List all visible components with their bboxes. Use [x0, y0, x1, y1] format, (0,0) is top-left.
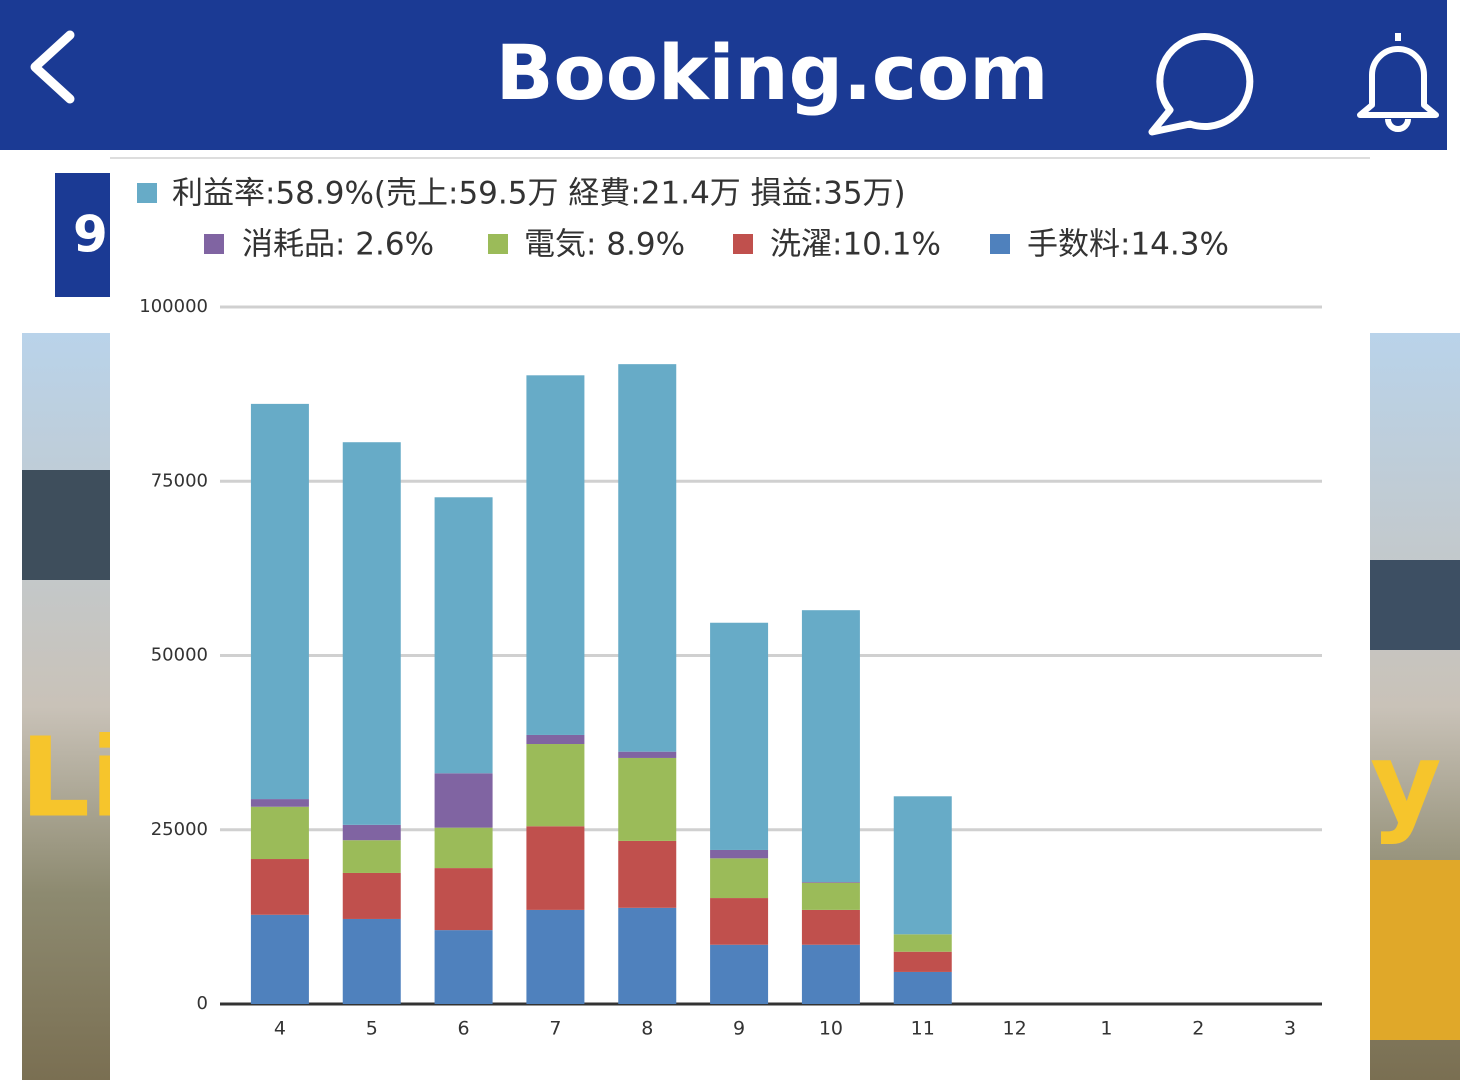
bar-segment — [342, 824, 401, 841]
bar-segment — [710, 858, 769, 899]
overlay-text: y — [1370, 718, 1442, 846]
y-tick-label: 75000 — [151, 470, 208, 491]
legend-label: 電気: 8.9% — [524, 227, 685, 263]
bar-segment — [801, 610, 860, 883]
bar-segment — [250, 799, 309, 807]
y-tick-label: 100000 — [139, 296, 208, 317]
bar-segment — [893, 971, 952, 1004]
y-tick-label: 25000 — [151, 819, 208, 840]
legend-label: 利益率:58.9%(売上:59.5万 経費:21.4万 損益:35万) — [172, 176, 906, 212]
badge-text: 9 — [73, 206, 108, 264]
bar-segment — [893, 796, 952, 935]
x-tick-label: 8 — [641, 1018, 653, 1040]
legend-swatch — [733, 234, 753, 254]
bar-segment — [801, 909, 860, 945]
bar-segment — [801, 882, 860, 910]
x-tick-label: 11 — [911, 1018, 935, 1040]
bar-segment — [434, 773, 493, 828]
overlay-text: Li — [20, 713, 128, 841]
x-tick-label: 9 — [733, 1018, 745, 1040]
x-tick-label: 7 — [549, 1018, 561, 1040]
bar-segment — [526, 826, 585, 910]
chart: 利益率:58.9%(売上:59.5万 経費:21.4万 損益:35万) 消耗品: … — [137, 176, 1322, 1040]
bar-segment — [526, 734, 585, 745]
bar-segment — [434, 868, 493, 931]
bar-segment — [342, 918, 401, 1004]
legend-swatch — [204, 234, 224, 254]
bar-segment — [893, 951, 952, 972]
bar-segment — [710, 849, 769, 859]
bar-segment — [342, 872, 401, 919]
x-tick-label: 3 — [1284, 1018, 1296, 1040]
bar-segment — [801, 882, 860, 883]
legend-label: 手数料:14.3% — [1027, 227, 1229, 263]
legend-swatch — [990, 234, 1010, 254]
bar-segment — [710, 622, 769, 850]
bar-segment — [710, 898, 769, 945]
legend-swatch — [137, 183, 157, 203]
bar-segment — [250, 403, 309, 800]
bar-segment — [526, 909, 585, 1004]
roof — [1370, 560, 1460, 650]
bar-segment — [618, 364, 677, 752]
bar-segment — [342, 840, 401, 873]
bar-segment — [434, 827, 493, 869]
chat-icon[interactable] — [1148, 33, 1254, 136]
bar-segment — [710, 944, 769, 1004]
bar-segment — [526, 744, 585, 827]
bar-segment — [618, 840, 677, 908]
bar-segment — [893, 934, 952, 952]
bar-segment — [801, 944, 860, 1004]
bar-segment — [250, 859, 309, 915]
bar-segment — [618, 907, 677, 1004]
legend-label: 洗濯:10.1% — [770, 227, 941, 263]
x-tick-label: 6 — [458, 1018, 470, 1040]
badge — [55, 173, 115, 297]
legend-swatch — [488, 234, 508, 254]
bar-segment — [526, 375, 585, 735]
x-tick-label: 5 — [366, 1018, 378, 1040]
bar-segment — [342, 442, 401, 825]
roof — [22, 470, 110, 580]
x-tick-label: 12 — [1002, 1018, 1026, 1040]
x-tick-label: 1 — [1100, 1018, 1112, 1040]
x-tick-label: 2 — [1192, 1018, 1204, 1040]
x-tick-label: 10 — [819, 1018, 843, 1040]
van — [1370, 860, 1460, 1040]
bar-segment — [434, 930, 493, 1004]
bell-icon[interactable] — [1357, 33, 1439, 132]
legend-label: 消耗品: 2.6% — [242, 227, 434, 263]
app-title: Booking.com — [496, 28, 1049, 117]
bar-segment — [434, 497, 493, 774]
bar-segment — [250, 914, 309, 1004]
bar-segment — [618, 751, 677, 758]
bar-segment — [250, 806, 309, 860]
y-tick-label: 50000 — [151, 645, 208, 666]
bar-segment — [618, 757, 677, 841]
y-tick-label: 0 — [197, 993, 208, 1014]
x-tick-label: 4 — [274, 1018, 286, 1040]
back-button[interactable] — [30, 30, 75, 104]
photo-left — [22, 333, 110, 1080]
